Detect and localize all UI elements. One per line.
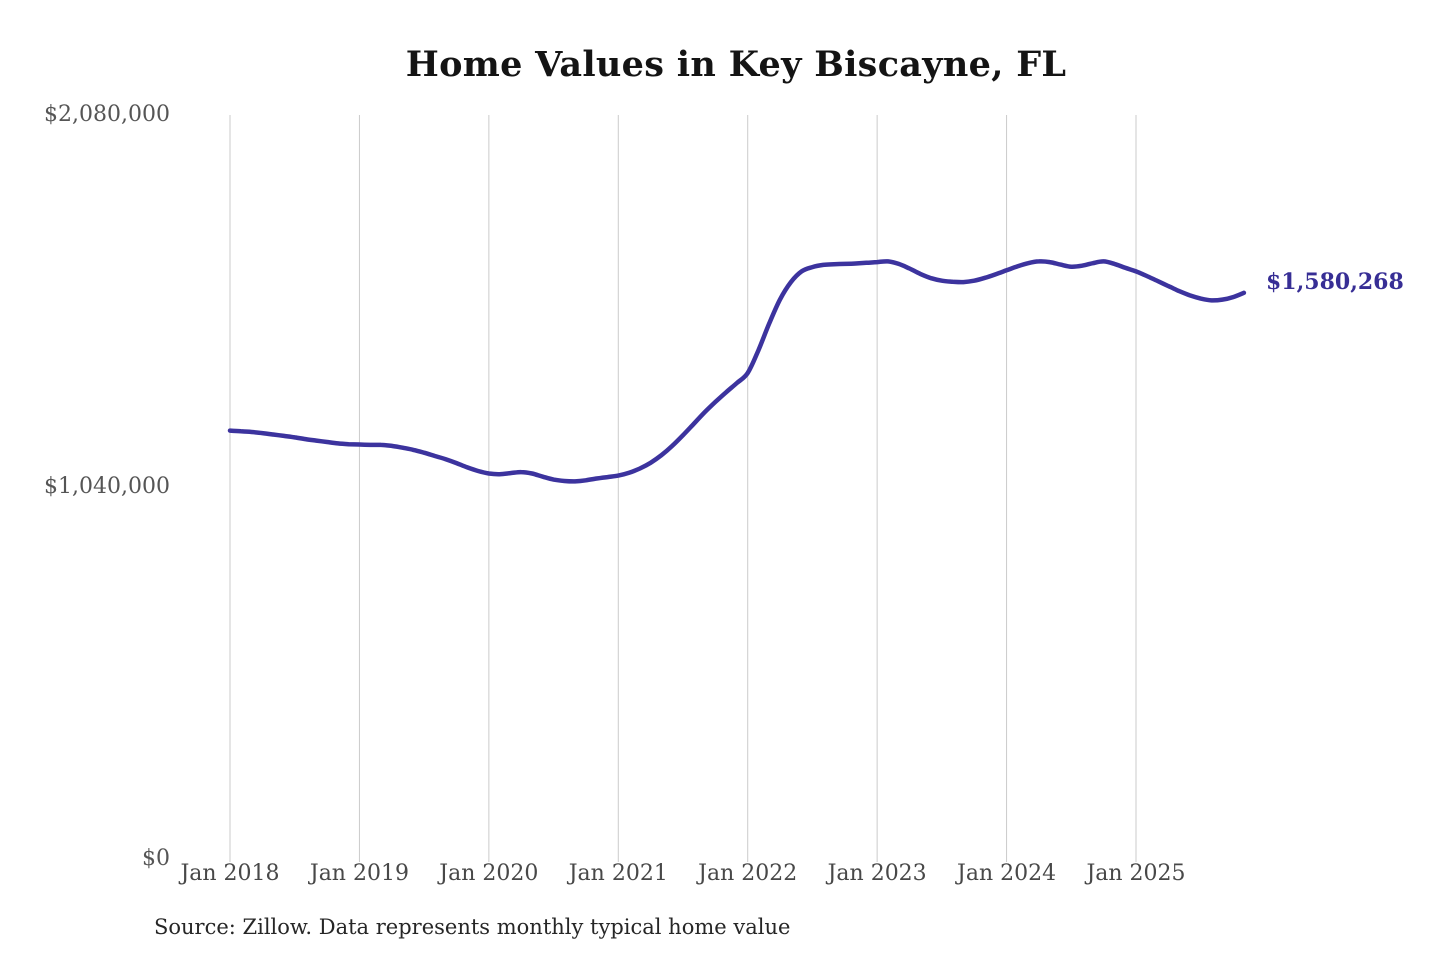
chart-title: Home Values in Key Biscayne, FL — [405, 44, 1067, 85]
x-axis-tick-label: Jan 2023 — [826, 861, 927, 886]
y-axis-tick-label: $1,040,000 — [44, 474, 170, 499]
x-axis-tick-label: Jan 2025 — [1084, 861, 1185, 886]
x-axis-tick-label: Jan 2022 — [696, 861, 797, 886]
end-value-label: $1,580,268 — [1266, 269, 1404, 295]
y-axis-tick-label: $2,080,000 — [44, 102, 170, 127]
y-axis-tick-label: $0 — [142, 846, 170, 871]
x-axis-tick-label: Jan 2019 — [308, 861, 409, 886]
x-axis-tick-label: Jan 2021 — [567, 861, 668, 886]
home-value-line — [227, 259, 1247, 484]
source-note: Source: Zillow. Data represents monthly … — [154, 915, 791, 939]
x-axis-tick-label: Jan 2024 — [955, 861, 1056, 886]
x-axis-tick-label: Jan 2018 — [178, 861, 279, 886]
x-axis-tick-label: Jan 2020 — [437, 861, 538, 886]
